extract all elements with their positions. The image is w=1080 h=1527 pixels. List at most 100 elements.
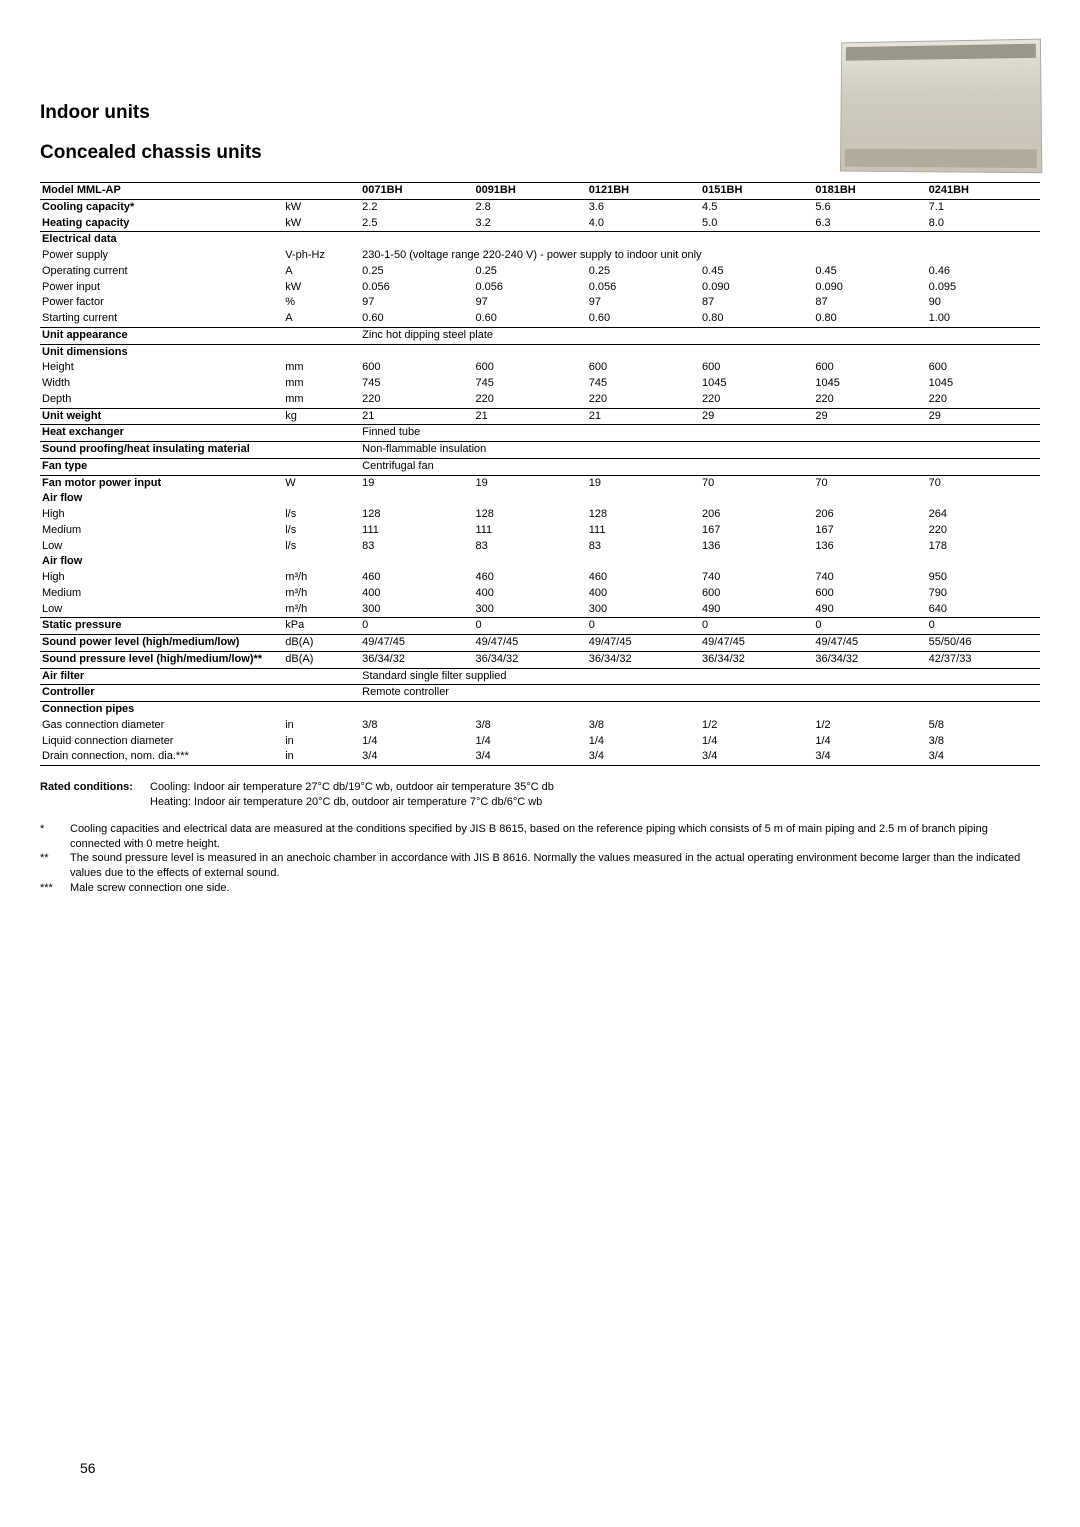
row-value: 0.25 xyxy=(587,264,700,280)
row-unit: V-ph-Hz xyxy=(283,248,360,264)
row-unit xyxy=(283,232,360,248)
row-value: 0.45 xyxy=(813,264,926,280)
row-value xyxy=(587,344,700,360)
footnote-text: The sound pressure level is measured in … xyxy=(70,851,1040,881)
row-unit: mm xyxy=(283,360,360,376)
row-value xyxy=(587,491,700,507)
header-col: 0181BH xyxy=(813,183,926,200)
row-label: Heat exchanger xyxy=(40,425,283,442)
row-value: 5.6 xyxy=(813,199,926,215)
row-unit xyxy=(283,685,360,702)
row-value: 400 xyxy=(587,586,700,602)
header-unit xyxy=(283,183,360,200)
row-value: 29 xyxy=(700,408,813,425)
header: Indoor units Concealed chassis units xyxy=(40,40,1040,172)
footnote-mark: * xyxy=(40,822,70,852)
row-unit: A xyxy=(283,264,360,280)
row-value: 0.090 xyxy=(813,280,926,296)
row-value: 206 xyxy=(700,507,813,523)
row-label: Static pressure xyxy=(40,618,283,635)
row-value xyxy=(473,491,586,507)
row-value: 55/50/46 xyxy=(927,635,1040,652)
row-span-value: 230-1-50 (voltage range 220-240 V) - pow… xyxy=(360,248,1040,264)
row-unit xyxy=(283,668,360,685)
row-value: 83 xyxy=(587,539,700,555)
row-label: Low xyxy=(40,602,283,618)
header-col: 0091BH xyxy=(473,183,586,200)
row-span-value: Remote controller xyxy=(360,685,1040,702)
row-label: Air flow xyxy=(40,554,283,570)
row-label: Starting current xyxy=(40,311,283,327)
row-value: 0.056 xyxy=(473,280,586,296)
row-label: Sound proofing/heat insulating material xyxy=(40,442,283,459)
row-value: 21 xyxy=(473,408,586,425)
row-label: Heating capacity xyxy=(40,216,283,232)
row-value: 136 xyxy=(813,539,926,555)
row-value: 2.8 xyxy=(473,199,586,215)
row-value: 600 xyxy=(587,360,700,376)
row-value: 2.5 xyxy=(360,216,473,232)
row-value: 0.46 xyxy=(927,264,1040,280)
row-unit: m³/h xyxy=(283,570,360,586)
row-label: Medium xyxy=(40,586,283,602)
row-value: 220 xyxy=(473,392,586,408)
row-value: 490 xyxy=(700,602,813,618)
row-value: 1.00 xyxy=(927,311,1040,327)
row-label: Power supply xyxy=(40,248,283,264)
row-value: 0.45 xyxy=(700,264,813,280)
row-value: 0 xyxy=(360,618,473,635)
row-value: 19 xyxy=(360,475,473,491)
row-label: Unit weight xyxy=(40,408,283,425)
row-span-value: Standard single filter supplied xyxy=(360,668,1040,685)
row-value xyxy=(813,232,926,248)
row-unit: dB(A) xyxy=(283,635,360,652)
row-value: 97 xyxy=(473,295,586,311)
row-label: Air filter xyxy=(40,668,283,685)
row-value: 36/34/32 xyxy=(587,651,700,668)
row-value: 4.5 xyxy=(700,199,813,215)
row-value xyxy=(473,554,586,570)
row-value xyxy=(360,554,473,570)
row-label: High xyxy=(40,507,283,523)
header-col: 0151BH xyxy=(700,183,813,200)
row-value xyxy=(473,344,586,360)
rated-line1: Cooling: Indoor air temperature 27°C db/… xyxy=(150,780,554,795)
row-label: Low xyxy=(40,539,283,555)
row-value xyxy=(813,491,926,507)
footnotes: *Cooling capacities and electrical data … xyxy=(40,822,1040,896)
row-label: High xyxy=(40,570,283,586)
row-value: 600 xyxy=(473,360,586,376)
row-unit: kW xyxy=(283,199,360,215)
row-unit: l/s xyxy=(283,507,360,523)
row-value: 1/4 xyxy=(587,734,700,750)
row-value: 49/47/45 xyxy=(813,635,926,652)
row-unit xyxy=(283,702,360,718)
row-value: 111 xyxy=(473,523,586,539)
row-value: 5/8 xyxy=(927,718,1040,734)
row-value: 70 xyxy=(927,475,1040,491)
row-value: 460 xyxy=(473,570,586,586)
row-label: Height xyxy=(40,360,283,376)
row-value: 70 xyxy=(813,475,926,491)
row-value: 400 xyxy=(360,586,473,602)
row-value xyxy=(700,344,813,360)
row-label: Sound power level (high/medium/low) xyxy=(40,635,283,652)
row-value: 5.0 xyxy=(700,216,813,232)
row-label: Fan type xyxy=(40,458,283,475)
row-value: 1/4 xyxy=(700,734,813,750)
row-label: Power input xyxy=(40,280,283,296)
row-value: 97 xyxy=(360,295,473,311)
title-sub: Concealed chassis units xyxy=(40,142,262,164)
row-value: 90 xyxy=(927,295,1040,311)
footnote-mark: *** xyxy=(40,881,70,896)
row-unit: in xyxy=(283,734,360,750)
row-value xyxy=(473,232,586,248)
row-value: 640 xyxy=(927,602,1040,618)
row-value: 0.60 xyxy=(473,311,586,327)
row-value: 178 xyxy=(927,539,1040,555)
row-value: 128 xyxy=(587,507,700,523)
row-value xyxy=(927,554,1040,570)
row-unit xyxy=(283,425,360,442)
row-value: 0.056 xyxy=(587,280,700,296)
row-value: 7.1 xyxy=(927,199,1040,215)
